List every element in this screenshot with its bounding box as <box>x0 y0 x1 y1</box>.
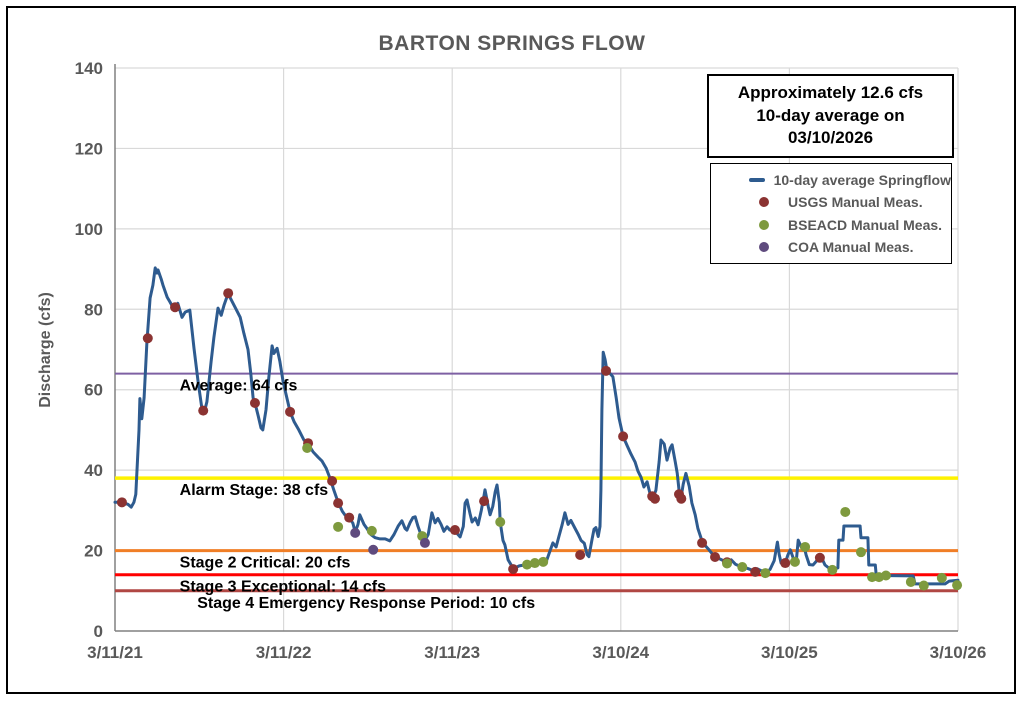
measurement-dot <box>936 572 947 583</box>
measurement-dot <box>350 527 361 538</box>
ref-line-label-alarm-stage: Alarm Stage: 38 cfs <box>180 482 329 499</box>
measurement-dot <box>495 517 506 528</box>
measurement-dot <box>649 493 660 504</box>
chart-title: BARTON SPRINGS FLOW <box>378 32 646 55</box>
legend-label: 10-day average Springflow <box>773 172 951 189</box>
legend-item-bseacd: BSEACD Manual Meas. <box>711 217 951 233</box>
measurement-dot <box>333 498 344 509</box>
x-tick-label: 3/11/23 <box>424 643 480 662</box>
coa-dot-swatch <box>759 241 769 252</box>
measurement-dot <box>198 405 209 416</box>
springflow-line <box>113 266 960 586</box>
legend-label: COA Manual Meas. <box>788 238 914 255</box>
measurement-dot <box>601 365 612 376</box>
measurement-dot <box>780 558 791 569</box>
y-tick-label: 100 <box>75 220 103 239</box>
measurement-dot <box>419 537 430 548</box>
y-tick-label: 40 <box>84 461 103 480</box>
measurement-dot <box>575 549 586 560</box>
y-tick-label: 80 <box>84 300 103 319</box>
measurement-dot <box>302 443 313 454</box>
y-tick-label: 140 <box>75 59 103 78</box>
x-tick-label: 3/10/26 <box>930 643 987 662</box>
y-tick-label: 60 <box>84 381 103 400</box>
measurement-dot <box>905 576 916 587</box>
measurement-dot <box>479 496 490 507</box>
measurement-dot <box>327 476 338 487</box>
legend-item-springflow: 10-day average Springflow <box>711 172 951 188</box>
annotation-line-2: 10-day average on <box>756 105 905 125</box>
legend-item-usgs: USGS Manual Meas. <box>711 194 951 210</box>
ref-line-label-stage-2-critical: Stage 2 Critical: 20 cfs <box>180 555 351 572</box>
legend-label: USGS Manual Meas. <box>788 194 923 211</box>
measurement-dot <box>116 497 127 508</box>
measurement-dot <box>789 556 800 567</box>
measurement-dot <box>508 564 519 575</box>
measurement-dot <box>142 333 153 344</box>
measurement-dot <box>918 580 929 591</box>
ref-line-label-stage-3-exceptional: Stage 3 Exceptional: 14 cfs <box>180 579 386 596</box>
legend: 10-day average Springflow USGS Manual Me… <box>710 163 952 264</box>
ref-line-label-average: Average: 64 cfs <box>180 378 298 395</box>
measurement-dot <box>449 525 460 536</box>
measurement-dot <box>344 512 355 523</box>
measurement-dot <box>538 556 549 567</box>
measurement-dot <box>697 537 708 548</box>
measurement-dot <box>952 580 963 591</box>
current-flow-annotation: Approximately 12.6 cfs 10-day average on… <box>707 74 954 158</box>
bseacd-dot-swatch <box>759 219 769 230</box>
measurement-dot <box>223 288 234 299</box>
measurement-dot <box>529 558 540 569</box>
legend-label: BSEACD Manual Meas. <box>788 216 943 233</box>
annotation-line-1: Approximately 12.6 cfs <box>737 82 924 102</box>
measurement-dot <box>366 525 377 536</box>
x-tick-label: 3/10/24 <box>592 643 649 662</box>
x-tick-label: 3/10/25 <box>761 643 818 662</box>
measurement-dot <box>760 568 771 579</box>
measurement-dot <box>722 558 733 569</box>
measurement-dot <box>827 564 838 575</box>
measurement-dot <box>285 406 296 417</box>
measurement-dot <box>855 547 866 558</box>
measurement-dot <box>333 521 344 532</box>
legend-item-coa: COA Manual Meas. <box>711 239 951 255</box>
measurement-dot <box>867 572 878 583</box>
measurement-dot <box>737 562 748 573</box>
measurement-dot <box>618 431 629 442</box>
measurement-dot <box>814 552 825 563</box>
measurement-dot <box>880 570 891 581</box>
ref-line-label-stage-4-emergency: Stage 4 Emergency Response Period: 10 cf… <box>197 595 535 612</box>
measurement-dot <box>840 506 851 517</box>
y-tick-label: 20 <box>84 542 103 561</box>
measurement-dot <box>249 397 260 408</box>
measurement-dot <box>676 493 687 504</box>
y-tick-label: 120 <box>75 139 103 158</box>
x-tick-label: 3/11/22 <box>256 643 312 662</box>
y-axis-title: Discharge (cfs) <box>37 292 54 408</box>
measurement-dot <box>170 302 181 313</box>
x-tick-label: 3/11/21 <box>87 643 143 662</box>
measurement-dot <box>750 566 761 577</box>
measurement-dot <box>522 559 533 570</box>
annotation-line-3: 03/10/2026 <box>787 128 874 148</box>
usgs-dot-swatch <box>759 197 769 208</box>
y-tick-label: 0 <box>94 622 103 641</box>
measurement-dot <box>368 544 379 555</box>
measurement-dot <box>710 552 721 563</box>
measurement-dot <box>800 541 811 552</box>
springflow-line-swatch <box>749 178 765 182</box>
